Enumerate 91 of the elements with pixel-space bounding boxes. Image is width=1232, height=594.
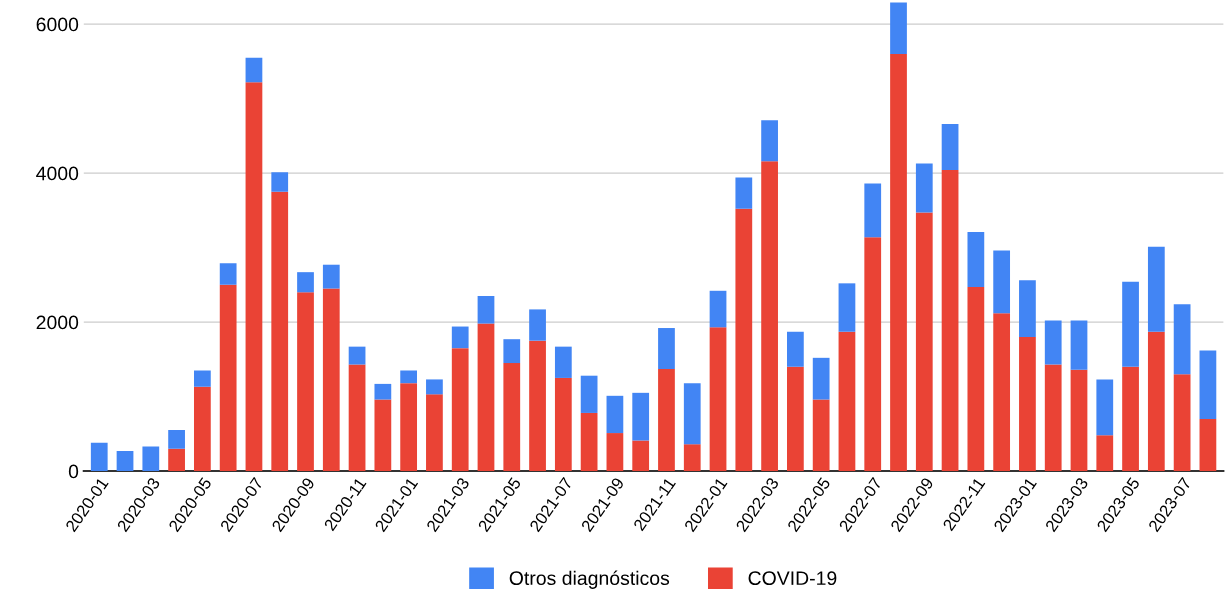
- bar: [297, 292, 314, 472]
- bar: [245, 57, 263, 83]
- bar: [1019, 280, 1036, 337]
- bar: [658, 369, 675, 472]
- bar: [1199, 418, 1217, 472]
- bar: [322, 288, 340, 472]
- bar: [761, 161, 778, 472]
- bar: [451, 348, 469, 472]
- bar: [838, 331, 856, 472]
- bar: [503, 339, 521, 364]
- bar: [735, 177, 753, 209]
- bar: [993, 313, 1011, 472]
- bar: [1122, 366, 1139, 472]
- bar: [941, 170, 959, 472]
- bar: [529, 340, 546, 472]
- bar: [374, 383, 392, 400]
- bar: [993, 250, 1011, 314]
- bar: [451, 326, 469, 349]
- bar: [194, 386, 211, 472]
- y-tick-label: 4000: [36, 166, 79, 181]
- bar: [890, 53, 907, 472]
- bar: [1173, 304, 1191, 375]
- bar: [348, 346, 366, 365]
- bar: [168, 430, 185, 449]
- bar: [426, 394, 443, 472]
- bar: [322, 264, 340, 289]
- bar: [168, 448, 185, 472]
- bar: [1147, 246, 1165, 332]
- bar: [658, 328, 675, 369]
- bar: [967, 231, 985, 288]
- bar: [915, 212, 933, 472]
- bar: [90, 442, 108, 472]
- bar: [838, 283, 856, 332]
- bar: [219, 284, 237, 472]
- bar: [426, 379, 443, 395]
- bar: [1122, 281, 1139, 367]
- bar: [864, 183, 882, 238]
- bar: [219, 263, 237, 285]
- bar: [812, 399, 830, 472]
- legend-label: Otros diagnósticos: [509, 570, 670, 589]
- bar: [477, 296, 495, 324]
- y-tick-label: 2000: [36, 315, 79, 330]
- bar: [606, 433, 624, 472]
- bar: [580, 375, 598, 413]
- bar: [1096, 379, 1114, 436]
- bar: [400, 383, 418, 472]
- bar: [142, 446, 160, 472]
- bar: [374, 399, 392, 472]
- bar: [297, 272, 314, 293]
- bar: [1147, 331, 1165, 472]
- bar: [554, 377, 572, 472]
- bar: [787, 331, 804, 367]
- bar: [632, 392, 650, 441]
- bar: [477, 323, 495, 472]
- bar: [735, 208, 753, 472]
- bar: [348, 364, 366, 472]
- bar: [632, 440, 650, 472]
- bar: [1096, 435, 1114, 472]
- bar: [554, 346, 572, 378]
- bar: [761, 120, 778, 162]
- bar: [606, 395, 624, 434]
- bar: [245, 82, 263, 472]
- bar: [580, 412, 598, 472]
- bar: [941, 123, 959, 171]
- bar: [1044, 320, 1062, 365]
- bar: [271, 172, 289, 192]
- bar: [503, 363, 521, 472]
- bar: [864, 237, 882, 472]
- legend-label: COVID-19: [748, 571, 837, 586]
- bar: [194, 370, 211, 387]
- bar: [683, 444, 701, 472]
- bar: [915, 163, 933, 213]
- bar: [709, 290, 727, 328]
- bar: [812, 357, 830, 400]
- bar: [787, 366, 804, 472]
- bar: [1199, 350, 1217, 419]
- y-tick-label: 6000: [36, 17, 79, 32]
- bar: [709, 327, 727, 472]
- bar: [1019, 336, 1036, 472]
- bar: [1173, 374, 1191, 472]
- bar: [1070, 320, 1088, 370]
- bar: [967, 287, 985, 472]
- y-tick-label: 0: [68, 464, 79, 479]
- bar: [683, 383, 701, 445]
- bar: [890, 2, 907, 54]
- bar: [271, 191, 289, 472]
- bar: [400, 370, 418, 384]
- bar: [1044, 364, 1062, 472]
- bar: [116, 450, 134, 472]
- bar: [1070, 369, 1088, 472]
- bar: [529, 309, 546, 341]
